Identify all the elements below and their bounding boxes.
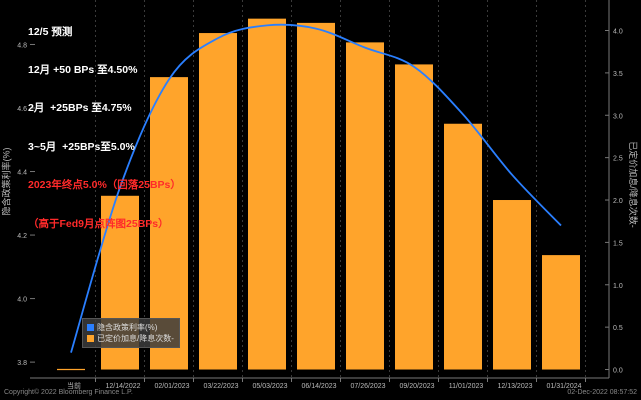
- legend-item-line: 隐含政策利率(%): [87, 322, 175, 333]
- x-ticks: 当前 12/14/2022 02/01/2023 03/22/2023 05/03/20…: [67, 378, 586, 390]
- y2-tick-label: 3.5: [613, 71, 623, 78]
- bar: [346, 42, 384, 370]
- bars: [57, 18, 580, 371]
- forecast-annotation: 12/5 预测 12月 +50 BPs 至4.50% 2月 +25BPs 至4.…: [28, 0, 181, 243]
- x-tick-label: 01/31/2024: [546, 383, 581, 390]
- y-tick-label: 4.0: [17, 297, 27, 304]
- legend-swatch-bar: [87, 335, 94, 342]
- y2-tick-label: 1.5: [613, 240, 623, 247]
- annotation-line: （高于Fed9月点阵图25BPs）: [28, 217, 169, 230]
- x-tick-label: 05/03/2023: [252, 383, 287, 390]
- legend-line-label: 隐含政策利率(%): [97, 323, 158, 332]
- x-tick-label: 07/26/2023: [350, 383, 385, 390]
- legend-swatch-line: [87, 324, 94, 331]
- x-tick-label: 12/13/2023: [497, 383, 532, 390]
- y-tick-label: 4.6: [17, 106, 27, 113]
- legend-bar-label: 已定价加息/降息次数-: [97, 334, 174, 343]
- right-axis-title: 已定价加息/降息次数-: [627, 141, 638, 228]
- x-tick-label: 02/01/2023: [154, 383, 189, 390]
- annotation-line: 2023年终点5.0%（回落25BPs）: [28, 179, 181, 192]
- bar: [248, 18, 286, 370]
- annotation-line: 12/5 预测: [28, 25, 73, 38]
- y-tick-label: 4.8: [17, 42, 27, 49]
- x-tick-label: 06/14/2023: [301, 383, 336, 390]
- y2-tick-label: 0.0: [613, 368, 623, 375]
- x-tick-label: 当前: [67, 381, 81, 390]
- y2-tick-label: 2.5: [613, 156, 623, 163]
- left-axis-title: 隐含政策利率(%): [1, 147, 12, 216]
- y-tick-label: 4.4: [17, 170, 27, 177]
- y2-tick-label: 4.0: [613, 29, 623, 36]
- legend[interactable]: 隐含政策利率(%) 已定价加息/降息次数-: [82, 318, 180, 348]
- y2-tick-label: 2.0: [613, 198, 623, 205]
- annotation-line: 3~5月 +25BPs至5.0%: [28, 140, 135, 153]
- y-tick-label: 3.8: [17, 360, 27, 367]
- bar: [297, 22, 335, 370]
- timestamp: 02-Dec-2022 08:57:52: [567, 389, 637, 396]
- bar: [395, 64, 433, 370]
- annotation-line: 12月 +50 BPs 至4.50%: [28, 63, 138, 76]
- bar: [493, 200, 531, 370]
- y2-ticks: 0.0 0.5 1.0 1.5 2.0 2.5 3.0 3.5 4.0: [605, 29, 623, 375]
- gridlines: [95, 0, 586, 378]
- bar: [199, 33, 237, 370]
- y2-tick-label: 0.5: [613, 325, 623, 332]
- x-tick-label: 12/14/2022: [105, 383, 140, 390]
- bar: [542, 255, 580, 370]
- x-tick-label: 11/01/2023: [449, 383, 484, 390]
- annotation-line: 2月 +25BPs 至4.75%: [28, 102, 132, 115]
- copyright: Copyright© 2022 Bloomberg Finance L.P.: [4, 389, 133, 396]
- y2-tick-label: 1.0: [613, 283, 623, 290]
- y-tick-label: 4.2: [17, 233, 27, 240]
- legend-item-bar: 已定价加息/降息次数-: [87, 333, 175, 344]
- y-ticks: 3.8 4.0 4.2 4.4 4.6 4.8: [17, 42, 35, 367]
- y2-tick-label: 3.0: [613, 113, 623, 120]
- bar: [444, 123, 482, 370]
- x-tick-label: 03/22/2023: [203, 383, 238, 390]
- x-tick-label: 09/20/2023: [399, 383, 434, 390]
- implied-rate-line: [70, 23, 562, 353]
